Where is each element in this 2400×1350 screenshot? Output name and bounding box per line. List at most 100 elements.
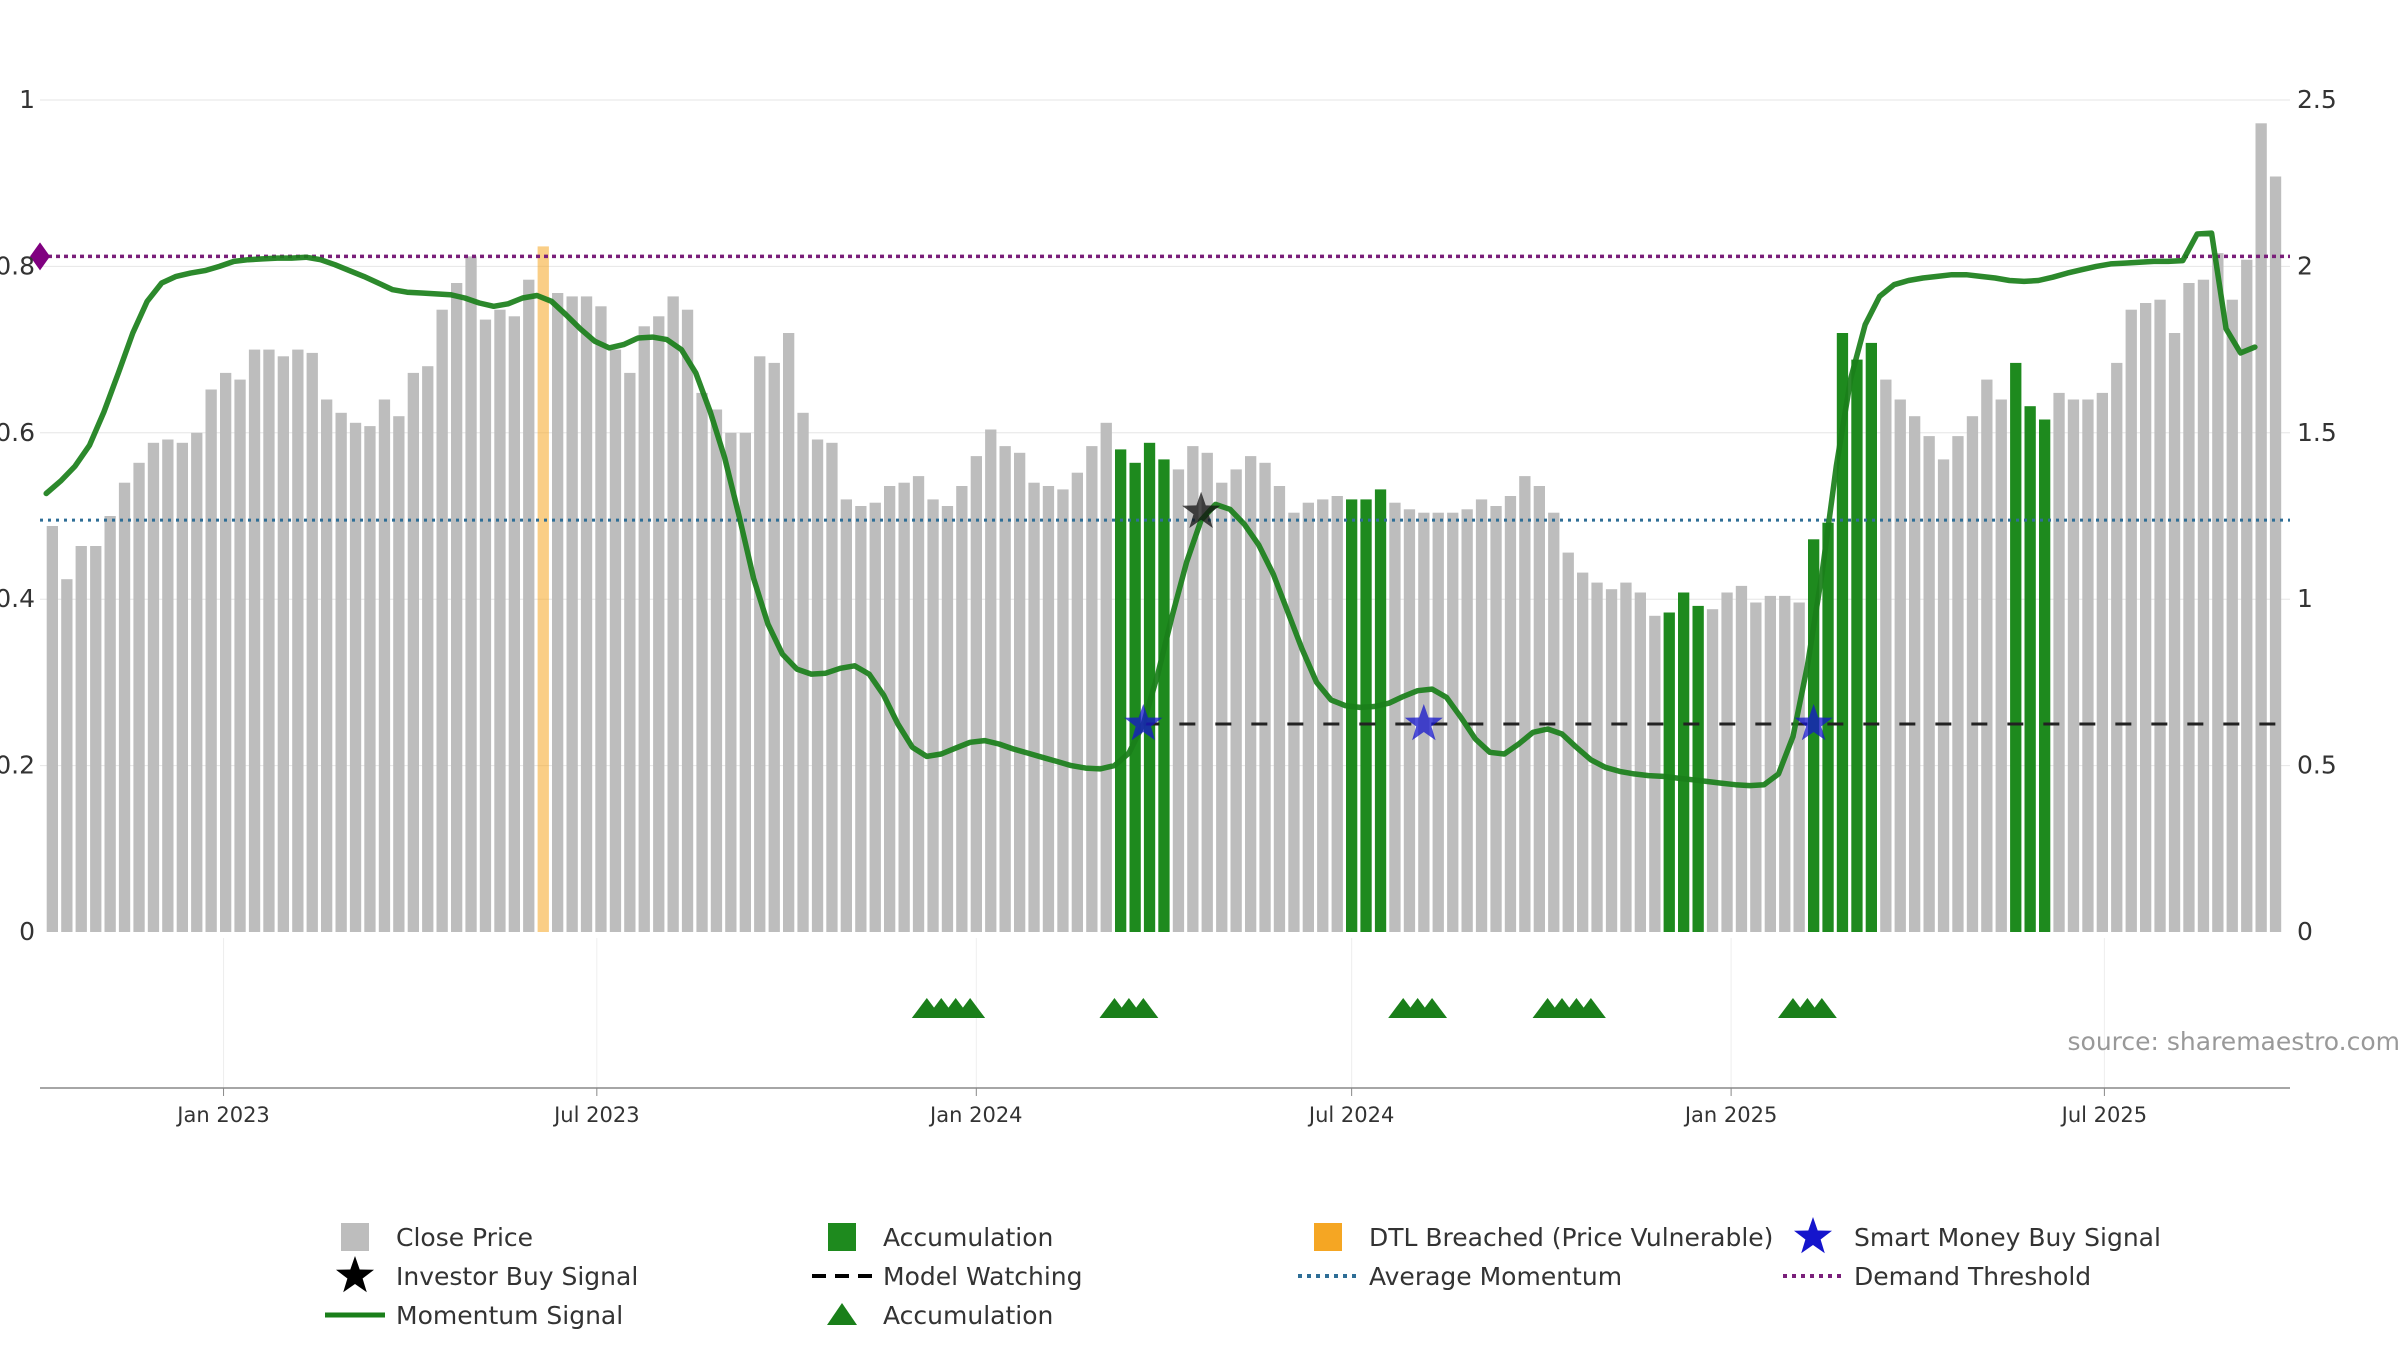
close-price-bar xyxy=(1230,469,1242,932)
close-price-bar xyxy=(1172,469,1185,932)
close-price-bar xyxy=(912,476,925,932)
close-price-bar xyxy=(220,372,232,932)
legend-label: Momentum Signal xyxy=(396,1301,623,1330)
accumulation-bar xyxy=(1346,499,1358,932)
close-price-bar xyxy=(869,502,881,932)
close-price-bar xyxy=(1923,436,1935,932)
demand-threshold-marker xyxy=(30,242,50,271)
accumulation-bar xyxy=(2039,419,2051,932)
smart-money-buy-star xyxy=(1124,704,1163,741)
close-price-bar xyxy=(1894,399,1906,932)
close-price-bar xyxy=(811,439,824,932)
close-price-bar xyxy=(638,326,650,932)
accumulation-bar xyxy=(1678,592,1690,932)
close-price-bar xyxy=(754,356,766,932)
close-price-bar xyxy=(1331,496,1343,932)
close-price-bar xyxy=(508,316,520,932)
accumulation-bar xyxy=(1851,359,1863,933)
legend-star-icon xyxy=(336,1256,374,1293)
close-price-bar xyxy=(1187,446,1199,932)
left-tick-label: 0.6 xyxy=(0,418,35,447)
close-price-bar xyxy=(75,546,87,932)
legend-label: Demand Threshold xyxy=(1854,1262,2091,1291)
right-tick-label: 0 xyxy=(2297,917,2313,946)
close-price-bar xyxy=(956,486,968,932)
close-price-bar xyxy=(566,296,578,932)
close-price-bar xyxy=(653,316,665,932)
legend-label: DTL Breached (Price Vulnerable) xyxy=(1369,1223,1773,1252)
close-price-bar xyxy=(436,309,448,932)
close-price-bar xyxy=(1288,512,1300,932)
close-price-bar xyxy=(61,579,73,932)
close-price-bar xyxy=(1447,512,1459,932)
accumulation-bar xyxy=(1360,499,1372,932)
close-price-bar xyxy=(133,462,145,932)
close-price-bar xyxy=(1086,446,1098,932)
close-price-bar xyxy=(783,333,795,932)
close-price-bar xyxy=(1245,456,1257,932)
close-price-bar xyxy=(1475,499,1488,932)
close-price-bar xyxy=(248,349,261,933)
close-price-bar xyxy=(1201,452,1213,932)
close-price-bar xyxy=(1620,582,1632,932)
close-price-bar xyxy=(1071,472,1083,932)
close-price-bar xyxy=(2125,309,2137,932)
smart-money-buy-star xyxy=(1794,704,1833,741)
close-price-bar xyxy=(1995,399,2007,932)
close-price-bar xyxy=(970,456,982,932)
close-price-bar xyxy=(985,429,997,932)
accumulation-bar xyxy=(1158,459,1170,932)
close-price-bar xyxy=(768,362,780,932)
left-tick-label: 0.8 xyxy=(0,251,35,280)
close-price-bar xyxy=(234,379,246,933)
close-price-bar xyxy=(1504,496,1517,932)
close-price-bar xyxy=(1533,486,1545,932)
close-price-bar xyxy=(1880,379,1892,933)
close-price-bar xyxy=(162,439,174,932)
investor-buy-star xyxy=(1182,491,1221,528)
legend-square-icon xyxy=(1314,1223,1342,1251)
close-price-bar xyxy=(2183,283,2195,932)
close-price-bar xyxy=(898,482,910,932)
close-price-bar xyxy=(1764,595,1776,932)
legend-square-icon xyxy=(828,1223,856,1251)
legend-label: Average Momentum xyxy=(1369,1262,1622,1291)
smart-money-buy-star xyxy=(1404,704,1443,741)
left-tick-label: 1 xyxy=(19,85,35,114)
x-tick-label: Jul 2025 xyxy=(2060,1103,2147,1127)
close-price-bar xyxy=(696,392,708,932)
close-price-bar xyxy=(2168,333,2181,932)
close-price-bar xyxy=(1735,585,1748,932)
close-price-bar xyxy=(349,422,362,932)
close-price-bar xyxy=(681,309,694,932)
legend-square-icon xyxy=(341,1223,369,1251)
close-price-bar xyxy=(479,319,492,933)
close-price-bar xyxy=(1952,436,1964,932)
close-price-bar xyxy=(2269,176,2282,932)
legend-star-icon xyxy=(1794,1217,1832,1254)
close-price-bar xyxy=(1389,502,1401,932)
x-tick-label: Jan 2025 xyxy=(1683,1103,1778,1127)
close-price-bar xyxy=(999,446,1011,932)
legend: Close Price Accumulation DTL Breached (Pri… xyxy=(325,1217,2161,1330)
close-price-bar xyxy=(2082,399,2094,932)
close-price-bar xyxy=(710,409,723,932)
close-price-bar xyxy=(176,442,188,932)
close-price-bar xyxy=(2067,399,2080,932)
x-tick-label: Jul 2024 xyxy=(1307,1103,1394,1127)
left-tick-label: 0.4 xyxy=(0,584,35,613)
close-price-bar xyxy=(840,499,852,932)
accumulation-bar xyxy=(1374,489,1387,932)
right-tick-label: 1 xyxy=(2297,584,2313,613)
accumulation-bar xyxy=(2024,406,2036,932)
close-price-bar xyxy=(1966,416,1979,932)
close-price-bar xyxy=(364,426,376,932)
accumulation-bar xyxy=(1836,333,1849,932)
legend-label: Accumulation xyxy=(883,1223,1053,1252)
accumulation-triangle xyxy=(1575,998,1606,1018)
source-label: source: sharemaestro.com xyxy=(2068,1027,2400,1056)
close-price-bar xyxy=(1706,609,1719,932)
close-price-bar xyxy=(1937,459,1950,932)
close-price-bar xyxy=(1057,489,1069,932)
